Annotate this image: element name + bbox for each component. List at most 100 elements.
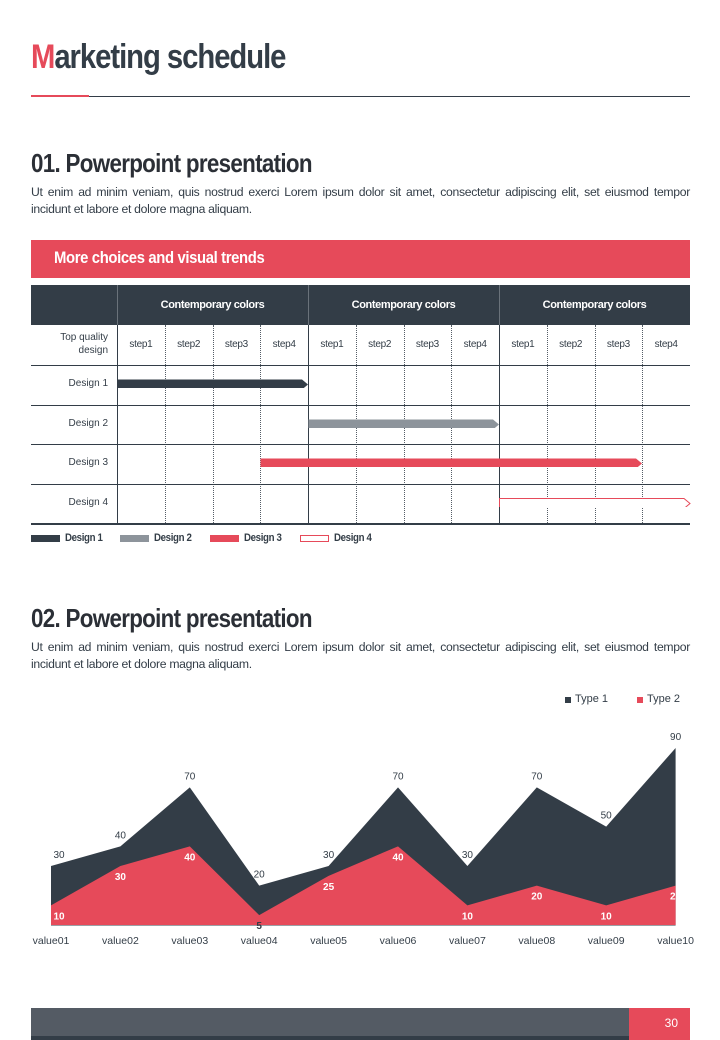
gantt-step-divider: [260, 325, 262, 523]
title-first-letter: M: [31, 38, 55, 76]
gantt-group-label: Contemporary colors: [542, 299, 647, 311]
gantt-step-label: step4: [272, 339, 296, 350]
gantt-bar: [499, 497, 691, 507]
data-label-type1: 30: [53, 850, 65, 861]
gantt-legend-label: Design 2: [154, 532, 192, 544]
gantt-legend-label: Design 4: [334, 532, 372, 544]
gantt-group-label: Contemporary colors: [160, 299, 265, 311]
data-label-type2: 40: [184, 852, 196, 863]
x-tick-label: value06: [380, 935, 417, 947]
data-label-type1: 30: [462, 850, 474, 861]
gantt-bar-shape: [308, 419, 499, 428]
section2-heading: 02. Powerpoint presentation: [31, 603, 313, 633]
gantt-step-divider: [164, 325, 166, 523]
chart-legend-swatch: [637, 697, 643, 703]
gantt-group-divider: [499, 325, 500, 523]
gantt-bar: [308, 419, 499, 428]
title-divider: [31, 96, 690, 97]
gantt-legend-swatch: [31, 535, 60, 542]
chart-legend-label: Type 1: [575, 693, 609, 705]
gantt-bar-shape: [499, 497, 691, 507]
gantt-bar-shape: [117, 379, 308, 388]
gantt-step-label: step2: [559, 339, 583, 350]
footer-bar: [31, 1008, 629, 1036]
gantt-row-divider: [31, 444, 690, 445]
gantt-corner-label: Top quality design: [60, 332, 108, 356]
gantt-bar: [117, 379, 308, 388]
gantt-step-label: step2: [177, 339, 201, 350]
gantt-header: [31, 285, 690, 325]
gantt-row-label: Design 1: [68, 378, 108, 389]
data-label-type2: 10: [462, 911, 474, 922]
gantt-header-divider: [117, 285, 118, 325]
banner-label: More choices and visual trends: [54, 249, 265, 267]
x-tick-label: value08: [518, 935, 555, 947]
gantt-row-divider: [31, 523, 690, 525]
data-label-type2: 40: [392, 852, 404, 863]
x-tick-label: value07: [449, 935, 486, 947]
data-label-type1: 50: [601, 811, 613, 822]
gantt-row-divider: [31, 483, 690, 485]
data-label-type2: 30: [115, 872, 127, 883]
gantt-step-label: step4: [654, 339, 678, 350]
section1-body: Ut enim ad minim veniam, quis nostrud ex…: [31, 185, 690, 216]
gantt-step-divider: [642, 325, 644, 523]
x-tick-label: value02: [102, 935, 139, 947]
gantt-step-divider: [594, 325, 596, 523]
gantt-legend-label: Design 1: [65, 532, 103, 544]
gantt-row-label: Design 3: [68, 457, 108, 468]
gantt-step-label: step2: [368, 339, 392, 350]
gantt-row-divider: [31, 404, 690, 406]
data-label-type1: 40: [115, 830, 127, 841]
data-label-type2: 10: [53, 911, 65, 922]
x-tick-label: value05: [310, 935, 347, 947]
title-rest: arketing schedule: [54, 38, 286, 76]
x-tick-label: value09: [588, 935, 625, 947]
data-label-type1: 70: [184, 771, 196, 782]
gantt-legend-swatch: [120, 535, 149, 542]
page-title: Marketing schedule: [31, 38, 286, 77]
gantt-header-divider: [308, 285, 309, 325]
data-label-type1: 70: [392, 771, 404, 782]
gantt-step-label: step1: [511, 339, 535, 350]
gantt-header-divider: [499, 285, 500, 325]
gantt-row-label: Design 2: [68, 417, 108, 429]
gantt-step-label: step3: [224, 339, 248, 350]
area-series-type2: [51, 846, 676, 925]
gantt-step-label: step1: [129, 339, 153, 350]
gantt-step-divider: [212, 325, 214, 523]
page-number-box: 30: [629, 1008, 690, 1040]
section2-body: Ut enim ad minim veniam, quis nostrud ex…: [31, 640, 690, 671]
page-number: 30: [664, 1016, 678, 1030]
data-label-type2: 10: [601, 911, 613, 922]
gantt-banner: More choices and visual trends: [31, 240, 690, 278]
gantt-row-divider: [31, 365, 690, 366]
gantt-step-label: step3: [415, 339, 439, 350]
data-label-type2: 20: [670, 892, 682, 903]
data-label-type2: 20: [531, 892, 543, 903]
gantt-step-label: step3: [606, 339, 630, 350]
gantt-group-label: Contemporary colors: [351, 299, 456, 311]
x-tick-label: value10: [657, 935, 694, 947]
footer-underline: [31, 1036, 690, 1040]
title-accent-line: [31, 95, 89, 97]
x-tick-label: value03: [171, 935, 208, 947]
chart-legend-swatch: [565, 697, 571, 703]
gantt-legend-swatch: [300, 535, 329, 542]
x-tick-label: value01: [33, 935, 70, 947]
gantt-step-divider: [546, 325, 548, 523]
data-label-type1: 30: [323, 850, 335, 861]
data-label-type2: 25: [323, 882, 335, 893]
data-label-type1: 20: [254, 870, 266, 881]
gantt-bar-shape: [260, 458, 643, 467]
data-label-type1: 70: [531, 771, 543, 782]
gantt-step-label: step1: [320, 339, 344, 350]
data-label-type2: 5: [256, 921, 262, 932]
gantt-step-label: step4: [463, 339, 487, 350]
gantt-bar: [260, 458, 643, 467]
chart-legend-label: Type 2: [647, 693, 681, 705]
gantt-group-divider: [117, 325, 118, 523]
gantt-row-label: Design 4: [68, 496, 108, 508]
gantt-table: Contemporary colors Contemporary colors Co…: [31, 285, 691, 525]
